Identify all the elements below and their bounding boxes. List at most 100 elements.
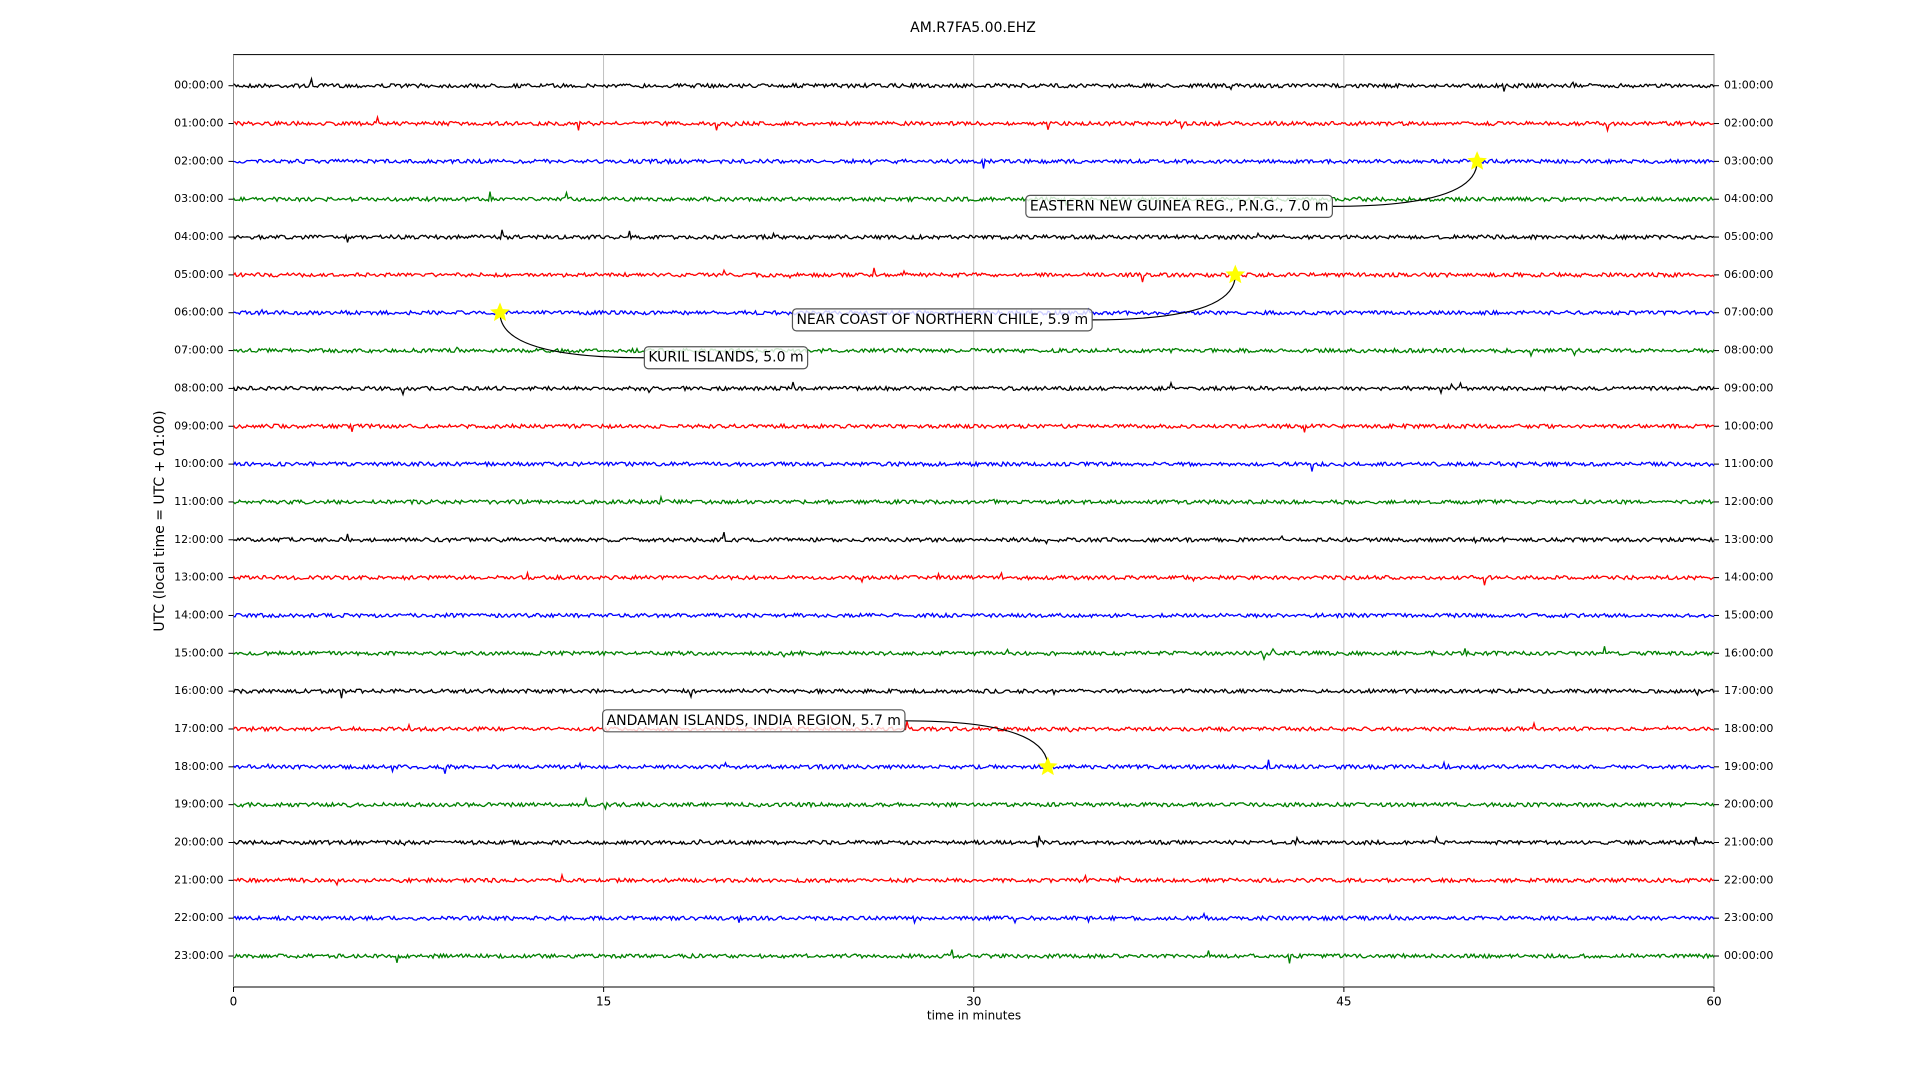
y2-tick-label: 08:00:00	[1724, 344, 1773, 357]
trace	[232, 267, 1715, 283]
y-tick-label: 08:00:00	[174, 381, 223, 394]
y-tick-label: 02:00:00	[174, 154, 223, 167]
trace	[232, 380, 1715, 397]
trace	[233, 114, 1715, 134]
x-tick-label: 45	[1336, 995, 1351, 1009]
label-box	[602, 709, 906, 733]
event-marker	[490, 302, 510, 322]
y2-tick-label: 15:00:00	[1724, 608, 1773, 621]
y-tick-label: 17:00:00	[174, 722, 223, 735]
y-tick-label: 06:00:00	[174, 306, 223, 319]
y-axis-label: UTC (local time = UTC + 01:00)	[152, 410, 168, 631]
y-tick-label: 22:00:00	[174, 911, 223, 924]
y2-tick-label: 14:00:00	[1724, 571, 1773, 584]
y-tick-label: 03:00:00	[174, 192, 223, 205]
x-axis-label: time in minutes	[927, 1009, 1021, 1023]
event-annotation: KURIL ISLANDS, 5.0 m	[499, 312, 809, 370]
label-box	[1025, 194, 1333, 218]
y2-tick-label: 00:00:00	[1724, 949, 1773, 962]
y2-tick-label: 01:00:00	[1724, 79, 1773, 92]
trace	[233, 494, 1715, 506]
trace	[233, 796, 1715, 811]
event-label: NEAR COAST OF NORTHERN CHILE, 5.9 m	[796, 312, 1088, 328]
y-tick-label: 16:00:00	[174, 684, 223, 697]
event-marker	[1225, 264, 1246, 284]
y-tick-label: 21:00:00	[174, 873, 223, 886]
y-tick-label: 19:00:00	[174, 798, 223, 811]
y-tick-label: 12:00:00	[174, 533, 223, 546]
y2-tick-label: 02:00:00	[1724, 117, 1773, 130]
y-tick-label: 05:00:00	[174, 268, 223, 281]
label-box	[791, 308, 1093, 332]
y-tick-label: 23:00:00	[174, 949, 223, 962]
y2-tick-label: 13:00:00	[1724, 533, 1773, 546]
connector	[904, 720, 1049, 767]
event-label: ANDAMAN ISLANDS, INDIA REGION, 5.7 m	[607, 713, 901, 729]
connector	[1092, 274, 1236, 321]
x-tick-label: 0	[230, 995, 238, 1009]
y-tick-label: 18:00:00	[174, 760, 223, 773]
trace	[232, 422, 1715, 433]
y-tick-label: 09:00:00	[174, 419, 223, 432]
connector	[499, 312, 645, 359]
y-tick-label: 11:00:00	[174, 495, 223, 508]
y-tick-label: 14:00:00	[174, 608, 223, 621]
trace	[233, 531, 1715, 545]
trace	[233, 76, 1715, 92]
label-box	[643, 346, 809, 370]
trace	[233, 759, 1715, 774]
trace	[232, 460, 1715, 472]
y-tick-label: 07:00:00	[174, 344, 223, 357]
y2-tick-label: 19:00:00	[1724, 760, 1773, 773]
trace	[233, 911, 1715, 926]
y2-tick-label: 03:00:00	[1724, 154, 1773, 167]
y2-tick-label: 07:00:00	[1724, 306, 1773, 319]
y2-tick-label: 04:00:00	[1724, 192, 1773, 205]
connector	[1332, 161, 1478, 207]
event-annotation: ANDAMAN ISLANDS, INDIA REGION, 5.7 m	[602, 709, 1049, 767]
event-label: EASTERN NEW GUINEA REG., P.N.G., 7.0 m	[1030, 198, 1329, 214]
trace	[232, 229, 1715, 243]
y-tick-label: 10:00:00	[174, 457, 223, 470]
trace	[232, 570, 1715, 586]
y2-tick-label: 20:00:00	[1724, 798, 1773, 811]
y2-tick-label: 21:00:00	[1724, 836, 1773, 849]
y2-tick-label: 10:00:00	[1724, 419, 1773, 432]
trace	[232, 687, 1715, 700]
y2-tick-label: 12:00:00	[1724, 495, 1773, 508]
trace	[232, 190, 1715, 208]
x-tick-label: 60	[1706, 995, 1721, 1009]
y-tick-label: 00:00:00	[174, 79, 223, 92]
y2-tick-label: 16:00:00	[1724, 646, 1773, 659]
trace	[233, 157, 1715, 169]
y-tick-label: 04:00:00	[174, 230, 223, 243]
trace	[233, 346, 1715, 358]
y2-tick-label: 22:00:00	[1724, 873, 1773, 886]
y-tick-label: 20:00:00	[174, 836, 223, 849]
y2-tick-label: 06:00:00	[1724, 268, 1773, 281]
event-annotation: EASTERN NEW GUINEA REG., P.N.G., 7.0 m	[1025, 161, 1478, 218]
y2-tick-label: 05:00:00	[1724, 230, 1773, 243]
y-tick-label: 13:00:00	[174, 571, 223, 584]
event-marker	[1037, 756, 1058, 776]
y2-tick-label: 17:00:00	[1724, 684, 1773, 697]
event-marker	[1467, 151, 1487, 170]
trace	[233, 949, 1715, 964]
trace	[233, 611, 1715, 620]
trace	[233, 872, 1715, 887]
y-tick-label: 15:00:00	[174, 646, 223, 659]
trace	[232, 720, 1715, 733]
y2-tick-label: 18:00:00	[1724, 722, 1773, 735]
trace	[233, 835, 1715, 848]
x-tick-label: 30	[966, 995, 981, 1009]
y-tick-label: 01:00:00	[174, 117, 223, 130]
event-label: KURIL ISLANDS, 5.0 m	[648, 350, 803, 366]
y2-tick-label: 11:00:00	[1724, 457, 1773, 470]
event-annotation: NEAR COAST OF NORTHERN CHILE, 5.9 m	[791, 274, 1236, 332]
y2-tick-label: 23:00:00	[1724, 911, 1773, 924]
chart-title: AM.R7FA5.00.EHZ	[910, 20, 1036, 36]
x-tick-label: 15	[596, 995, 611, 1009]
y2-tick-label: 09:00:00	[1724, 381, 1773, 394]
